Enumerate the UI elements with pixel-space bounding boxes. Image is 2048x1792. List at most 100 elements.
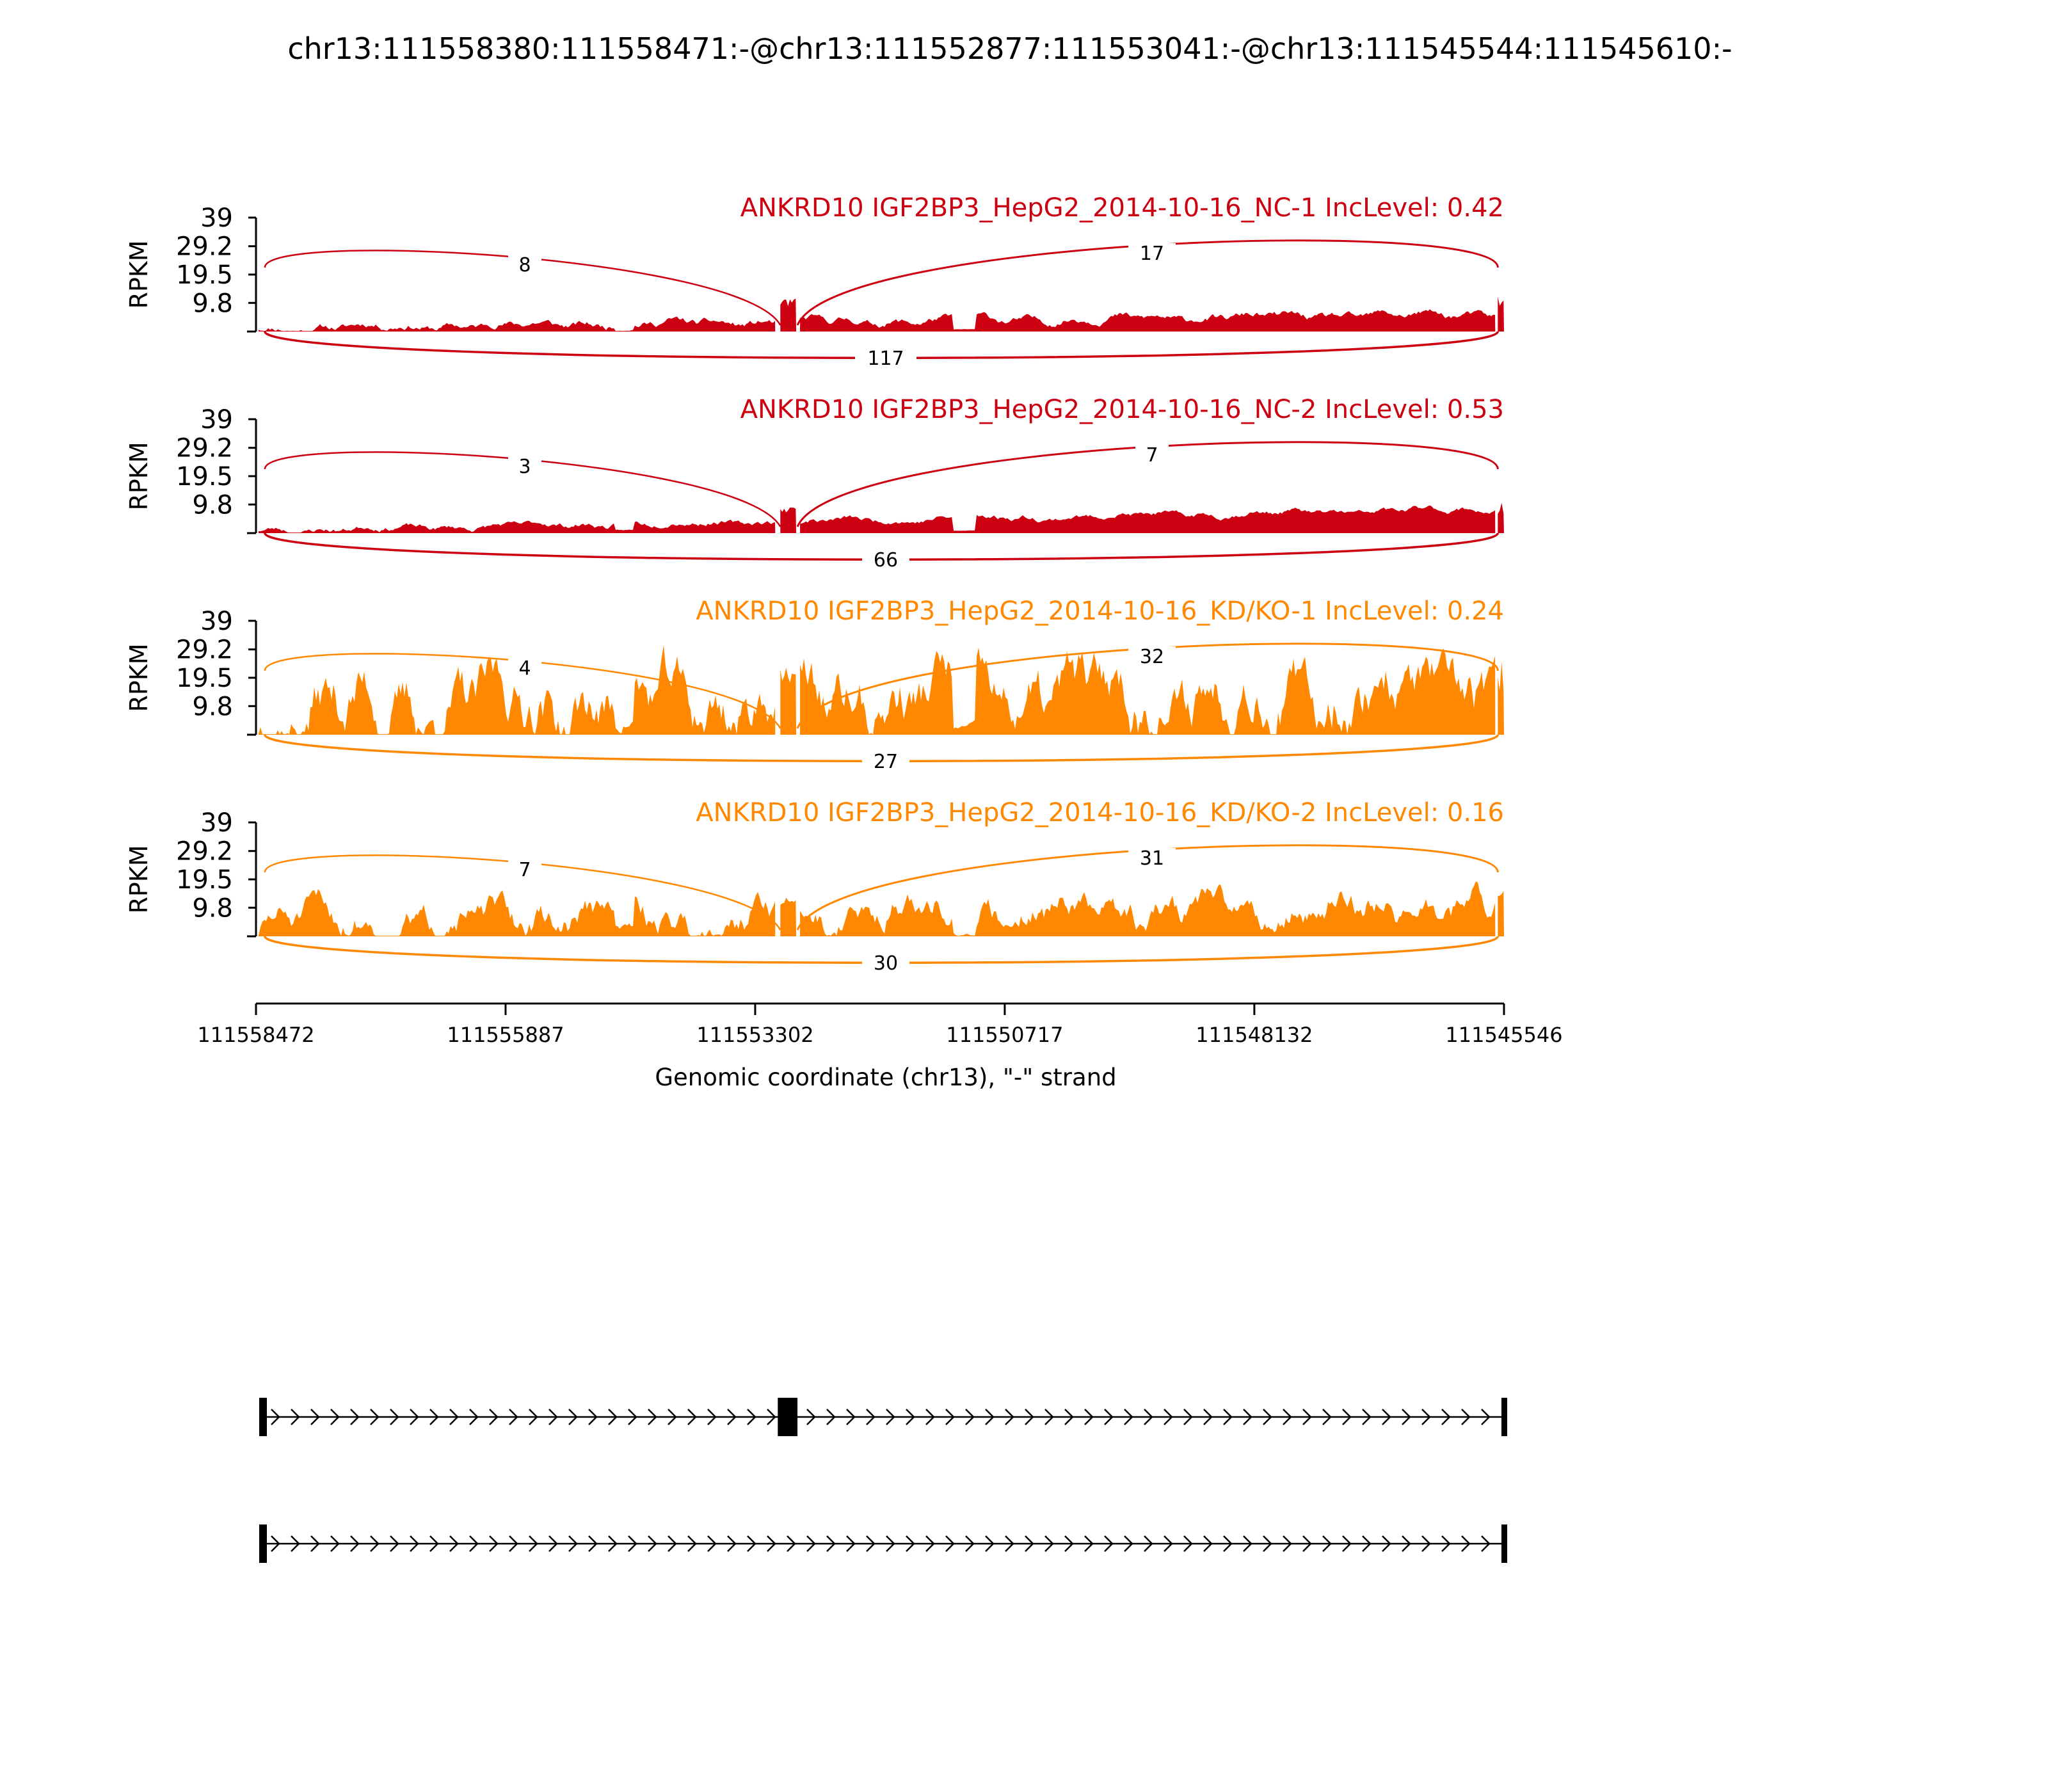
strand-arrow: [1223, 1535, 1233, 1552]
junction-count-downstream-bg: [1128, 243, 1176, 265]
figure-title: chr13:111558380:111558471:-@chr13:111552…: [287, 31, 1732, 66]
strand-arrow: [886, 1409, 895, 1425]
strand-arrow: [449, 1535, 459, 1552]
strand-arrow: [1461, 1409, 1471, 1425]
x-tick-label: 111553302: [696, 1023, 813, 1047]
isoform-model: [259, 1524, 1507, 1563]
strand-arrow: [1441, 1409, 1451, 1425]
strand-arrow: [1382, 1535, 1391, 1552]
y-tick-label: 19.5: [176, 260, 233, 290]
strand-arrow: [1124, 1535, 1133, 1552]
coverage-area: [259, 645, 1504, 735]
junction-count-skipping: 27: [874, 751, 898, 773]
strand-arrow: [747, 1535, 756, 1552]
strand-arrow: [489, 1535, 499, 1552]
junction-count-downstream: 32: [1140, 646, 1164, 668]
strand-arrow: [608, 1535, 618, 1552]
strand-arrow: [310, 1409, 320, 1425]
strand-arrow: [588, 1409, 598, 1425]
junction-count-downstream: 17: [1140, 243, 1164, 265]
strand-arrow: [1025, 1409, 1034, 1425]
strand-arrow: [370, 1535, 380, 1552]
y-tick-label: 39: [200, 405, 233, 435]
strand-arrow: [1203, 1535, 1213, 1552]
strand-arrow: [1481, 1409, 1491, 1425]
y-tick-label: 39: [200, 808, 233, 838]
junction-count-skipping-bg: [862, 953, 909, 975]
strand-arrow: [806, 1535, 816, 1552]
x-axis: 111558472 111555887 111553302 111550717 1115…: [197, 1002, 1563, 1047]
strand-arrow: [1402, 1409, 1411, 1425]
strand-arrow: [1064, 1535, 1074, 1552]
strand-arrow: [1362, 1535, 1372, 1552]
strand-arrow: [985, 1409, 995, 1425]
strand-arrow: [648, 1409, 657, 1425]
y-axis-label: RPKM: [125, 643, 153, 712]
exon-block: [259, 1398, 267, 1436]
strand-arrow: [628, 1409, 637, 1425]
strand-arrow: [1302, 1535, 1312, 1552]
junction-count-downstream-bg: [1128, 646, 1176, 668]
junction-count-upstream-bg: [508, 860, 541, 881]
y-tick-label: 9.8: [192, 490, 233, 520]
junction-count-skipping: 66: [874, 549, 898, 572]
strand-arrow: [925, 1535, 935, 1552]
strand-arrow: [1342, 1409, 1352, 1425]
strand-arrow: [668, 1409, 677, 1425]
strand-arrow: [429, 1535, 439, 1552]
strand-arrow: [509, 1409, 518, 1425]
junction-count-skipping: 30: [874, 952, 898, 975]
coverage-area: [259, 296, 1504, 332]
strand-arrow: [1124, 1409, 1133, 1425]
strand-arrow: [1362, 1409, 1372, 1425]
y-tick-label: 9.8: [192, 893, 233, 923]
strand-arrow: [1481, 1535, 1491, 1552]
strand-arrow: [1005, 1535, 1014, 1552]
track-title: ANKRD10 IGF2BP3_HepG2_2014-10-16_KD/KO-2…: [696, 798, 1504, 828]
strand-arrow: [1302, 1409, 1312, 1425]
x-tick-label: 111548132: [1196, 1023, 1313, 1047]
y-tick-label: 39: [200, 607, 233, 636]
junction-count-skipping: 117: [867, 348, 904, 370]
y-tick-label: 19.5: [176, 865, 233, 895]
strand-arrow: [707, 1409, 717, 1425]
strand-arrow: [1144, 1535, 1153, 1552]
strand-arrow: [390, 1535, 399, 1552]
junction-count-downstream: 7: [1146, 444, 1158, 467]
strand-arrow: [628, 1535, 637, 1552]
junction-count-upstream: 8: [518, 254, 531, 276]
strand-arrow: [846, 1409, 856, 1425]
junction-count-upstream: 3: [518, 456, 531, 478]
y-tick-label: 39: [200, 204, 233, 233]
strand-arrow: [548, 1535, 558, 1552]
junction-count-downstream-bg: [1128, 848, 1176, 870]
strand-arrow: [945, 1535, 955, 1552]
strand-arrow: [648, 1535, 657, 1552]
strand-arrow: [826, 1409, 836, 1425]
strand-arrow: [1084, 1535, 1094, 1552]
strand-arrow: [1025, 1535, 1034, 1552]
exon-block: [259, 1524, 267, 1563]
strand-arrow: [965, 1535, 975, 1552]
strand-arrow: [410, 1409, 419, 1425]
strand-arrow: [965, 1409, 975, 1425]
strand-arrow: [1283, 1409, 1292, 1425]
strand-arrow: [350, 1535, 360, 1552]
strand-arrow: [1144, 1409, 1153, 1425]
y-axis-label: RPKM: [125, 845, 153, 913]
strand-arrow: [529, 1535, 538, 1552]
strand-arrow: [291, 1409, 300, 1425]
strand-arrow: [1263, 1409, 1272, 1425]
strand-arrow: [429, 1409, 439, 1425]
strand-arrow: [687, 1409, 697, 1425]
junction-count-skipping-bg: [862, 751, 909, 773]
strand-arrow: [866, 1409, 876, 1425]
strand-arrow: [906, 1535, 915, 1552]
x-tick-label: 111555887: [447, 1023, 564, 1047]
strand-arrow: [469, 1535, 479, 1552]
strand-arrow: [1203, 1409, 1213, 1425]
strand-arrow: [1104, 1409, 1114, 1425]
junction-count-upstream: 4: [518, 657, 531, 680]
